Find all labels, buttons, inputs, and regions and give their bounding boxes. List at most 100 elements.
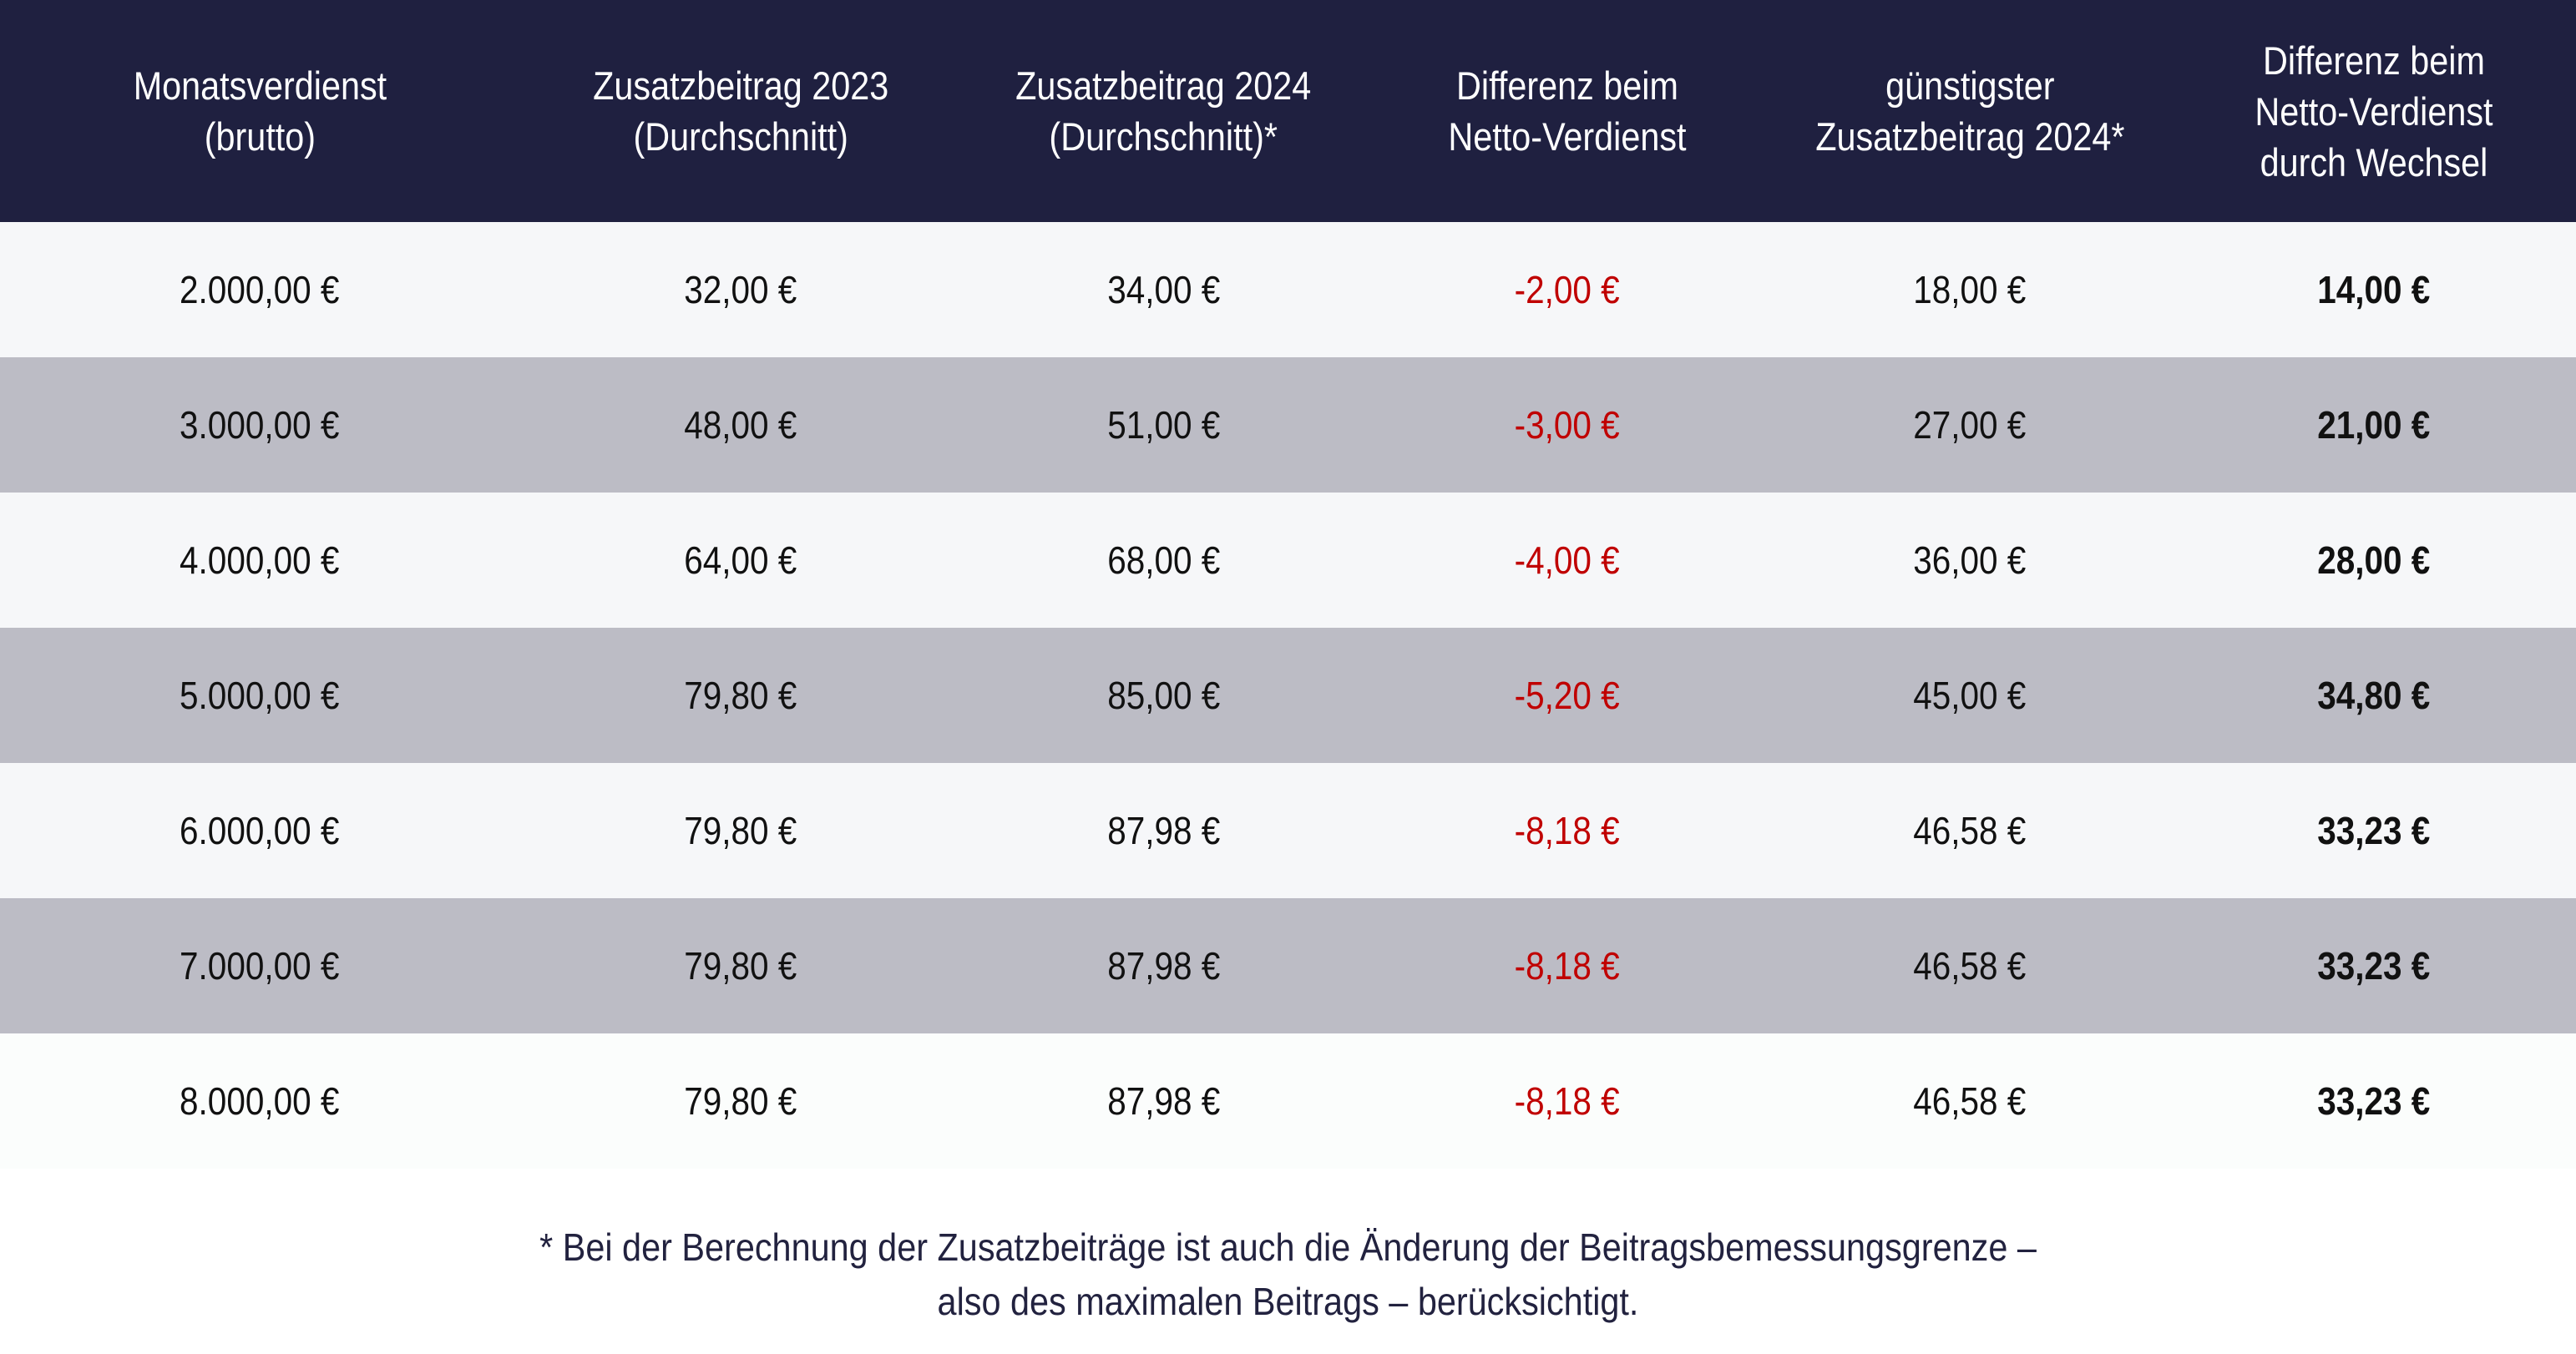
cell-net-difference: -2,00 € [1365, 222, 1769, 357]
cell-value: 34,00 € [1106, 268, 1221, 311]
cell-monthly-income: 2.000,00 € [0, 222, 519, 357]
cell-contribution-2024: 51,00 € [962, 357, 1365, 493]
cell-value: -4,00 € [1514, 538, 1620, 582]
cell-monthly-income: 6.000,00 € [0, 763, 519, 898]
cell-contribution-2023: 64,00 € [519, 493, 962, 628]
cell-difference-by-switch: 33,23 € [2171, 1033, 2576, 1169]
cell-cheapest-2024: 45,00 € [1769, 628, 2171, 763]
cell-contribution-2023: 48,00 € [519, 357, 962, 493]
table-header: Monatsverdienst (brutto) Zusatzbeitrag 2… [0, 0, 2576, 222]
cell-contribution-2023: 32,00 € [519, 222, 962, 357]
cell-value: 33,23 € [2316, 944, 2431, 988]
cell-value: 36,00 € [1913, 538, 2027, 582]
header-contribution-2023: Zusatzbeitrag 2023 (Durchschnitt) [519, 0, 962, 222]
cell-value: 68,00 € [1106, 538, 1221, 582]
cell-value: 33,23 € [2316, 1079, 2431, 1123]
cell-monthly-income: 3.000,00 € [0, 357, 519, 493]
cell-value: 27,00 € [1913, 403, 2027, 447]
header-text: Zusatzbeitrag 2024 (Durchschnitt)* [1015, 63, 1312, 159]
cell-value: -8,18 € [1514, 944, 1620, 988]
cell-cheapest-2024: 36,00 € [1769, 493, 2171, 628]
cell-value: 87,98 € [1106, 944, 1221, 988]
cell-net-difference: -8,18 € [1365, 898, 1769, 1033]
cell-net-difference: -8,18 € [1365, 763, 1769, 898]
table-row: 6.000,00 € 79,80 € 87,98 € -8,18 € 46,58 € 33… [0, 763, 2576, 898]
cell-monthly-income: 4.000,00 € [0, 493, 519, 628]
cell-cheapest-2024: 46,58 € [1769, 898, 2171, 1033]
cell-value: 14,00 € [2316, 268, 2431, 311]
cell-cheapest-2024: 46,58 € [1769, 1033, 2171, 1169]
cell-contribution-2023: 79,80 € [519, 898, 962, 1033]
cell-value: 79,80 € [684, 944, 797, 988]
table-row: 7.000,00 € 79,80 € 87,98 € -8,18 € 46,58 € 33… [0, 898, 2576, 1033]
cell-contribution-2024: 87,98 € [962, 763, 1365, 898]
table-row: 3.000,00 € 48,00 € 51,00 € -3,00 € 27,00 € 21… [0, 357, 2576, 493]
cell-monthly-income: 5.000,00 € [0, 628, 519, 763]
cell-cheapest-2024: 18,00 € [1769, 222, 2171, 357]
cell-net-difference: -3,00 € [1365, 357, 1769, 493]
cell-value: 79,80 € [684, 809, 797, 852]
cell-value: 79,80 € [684, 674, 797, 717]
cell-value: 48,00 € [684, 403, 797, 447]
header-text: Zusatzbeitrag 2023 (Durchschnitt) [592, 63, 889, 159]
cell-value: 18,00 € [1913, 268, 2027, 311]
footnote: * Bei der Berechnung der Zusatzbeiträge … [0, 1220, 2576, 1329]
cell-value: 3.000,00 € [180, 403, 340, 447]
cell-contribution-2024: 87,98 € [962, 898, 1365, 1033]
table-body: 2.000,00 € 32,00 € 34,00 € -2,00 € 18,00 € 14… [0, 222, 2576, 1169]
cell-value: 5.000,00 € [180, 674, 340, 717]
cell-value: 45,00 € [1913, 674, 2027, 717]
cell-cheapest-2024: 46,58 € [1769, 763, 2171, 898]
cell-value: 28,00 € [2316, 538, 2431, 582]
header-text: Differenz beim Netto-Verdienst [1447, 63, 1687, 159]
cell-value: 46,58 € [1913, 1079, 2027, 1123]
table-row: 5.000,00 € 79,80 € 85,00 € -5,20 € 45,00 € 34… [0, 628, 2576, 763]
cell-value: 51,00 € [1106, 403, 1221, 447]
cell-value: 79,80 € [684, 1079, 797, 1123]
cell-value: 34,80 € [2316, 674, 2431, 717]
cell-value: -5,20 € [1514, 674, 1620, 717]
table-row: 8.000,00 € 79,80 € 87,98 € -8,18 € 46,58 € 33… [0, 1033, 2576, 1169]
cell-monthly-income: 7.000,00 € [0, 898, 519, 1033]
header-monthly-income: Monatsverdienst (brutto) [0, 0, 519, 222]
cell-difference-by-switch: 33,23 € [2171, 898, 2576, 1033]
cell-value: 2.000,00 € [180, 268, 340, 311]
cell-difference-by-switch: 33,23 € [2171, 763, 2576, 898]
footnote-line-2: also des maximalen Beitrags – berücksich… [937, 1280, 1639, 1323]
cell-value: 32,00 € [684, 268, 797, 311]
cell-value: 21,00 € [2316, 403, 2431, 447]
cell-contribution-2023: 79,80 € [519, 628, 962, 763]
cell-contribution-2024: 34,00 € [962, 222, 1365, 357]
cell-value: 4.000,00 € [180, 538, 340, 582]
cell-value: -8,18 € [1514, 1079, 1620, 1123]
cell-value: 87,98 € [1106, 1079, 1221, 1123]
cell-contribution-2024: 87,98 € [962, 1033, 1365, 1169]
header-net-difference: Differenz beim Netto-Verdienst [1365, 0, 1769, 222]
cell-value: 87,98 € [1106, 809, 1221, 852]
cell-net-difference: -4,00 € [1365, 493, 1769, 628]
footnote-line-1: * Bei der Berechnung der Zusatzbeiträge … [539, 1225, 2037, 1269]
cell-contribution-2023: 79,80 € [519, 763, 962, 898]
cell-monthly-income: 8.000,00 € [0, 1033, 519, 1169]
cell-difference-by-switch: 21,00 € [2171, 357, 2576, 493]
cell-contribution-2023: 79,80 € [519, 1033, 962, 1169]
contribution-table: Monatsverdienst (brutto) Zusatzbeitrag 2… [0, 0, 2576, 1169]
cell-value: -8,18 € [1514, 809, 1620, 852]
cell-contribution-2024: 85,00 € [962, 628, 1365, 763]
cell-contribution-2024: 68,00 € [962, 493, 1365, 628]
cell-net-difference: -5,20 € [1365, 628, 1769, 763]
header-cheapest-2024: günstigster Zusatzbeitrag 2024* [1769, 0, 2171, 222]
cell-value: -2,00 € [1514, 268, 1620, 311]
header-text: Differenz beim Netto-Verdienst durch Wec… [2254, 38, 2493, 184]
cell-value: 46,58 € [1913, 944, 2027, 988]
cell-cheapest-2024: 27,00 € [1769, 357, 2171, 493]
header-contribution-2024: Zusatzbeitrag 2024 (Durchschnitt)* [962, 0, 1365, 222]
cell-value: 8.000,00 € [180, 1079, 340, 1123]
cell-value: 46,58 € [1913, 809, 2027, 852]
cell-value: -3,00 € [1514, 403, 1620, 447]
cell-value: 33,23 € [2316, 809, 2431, 852]
table-row: 4.000,00 € 64,00 € 68,00 € -4,00 € 36,00 € 28… [0, 493, 2576, 628]
cell-net-difference: -8,18 € [1365, 1033, 1769, 1169]
cell-difference-by-switch: 14,00 € [2171, 222, 2576, 357]
cell-value: 64,00 € [684, 538, 797, 582]
